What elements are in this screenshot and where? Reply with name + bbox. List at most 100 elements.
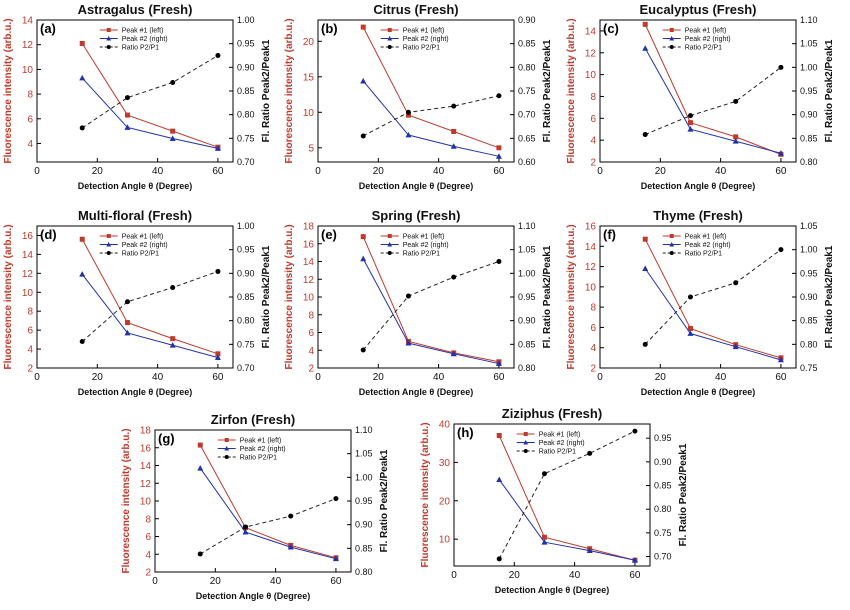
y-right-axis-label: Fl. Ratio Peak2/Peak1 [261, 245, 272, 348]
y-right-tick-label: 0.85 [355, 543, 373, 553]
peak2-point [495, 360, 502, 366]
y-right-tick-label: 0.85 [237, 86, 255, 96]
chart-title: Astragalus (Fresh) [78, 2, 193, 17]
y-left-tick-label: 30 [439, 458, 451, 469]
legend-marker [669, 45, 674, 49]
ratio-point [541, 471, 547, 477]
peak2-point [287, 543, 294, 550]
legend-marker [106, 241, 112, 247]
peak2-point [214, 354, 221, 360]
ratio-line [362, 95, 500, 137]
y-right-tick-label: 0.95 [800, 86, 818, 96]
peak1-point [642, 21, 648, 27]
x-tick-label: 20 [210, 576, 222, 587]
ratio-point [687, 294, 693, 300]
legend-entry: Peak #1 (left) [122, 28, 164, 35]
ratio-point [197, 551, 203, 557]
y-right-tick-label: 1.00 [518, 268, 536, 278]
y-right-tick-label: 1.05 [518, 245, 536, 255]
x-tick-label: 60 [330, 576, 342, 587]
y-right-tick-label: 0.85 [800, 133, 818, 143]
legend-marker [224, 445, 230, 451]
y-left-tick-label: 12 [22, 269, 34, 280]
peak2-point [642, 45, 649, 51]
legend-entry: Peak #2 (right) [122, 36, 168, 43]
peak2-point [124, 329, 131, 336]
y-right-tick-label: 1.10 [800, 15, 818, 25]
x-tick-label: 40 [715, 372, 727, 383]
y-right-tick-label: 0.90 [355, 520, 373, 530]
ratio-point [79, 125, 85, 131]
legend-entry: Peak #2 (right) [685, 242, 731, 249]
panel-label: (g) [158, 431, 175, 446]
x-tick-label: 20 [373, 166, 385, 177]
x-tick-label: 0 [34, 166, 40, 177]
peak1-line [81, 239, 219, 355]
peak2-point [541, 539, 548, 545]
y-right-tick-label: 0.95 [654, 433, 672, 443]
y-left-axis-label: Fluorescence intensity (arb.u.) [420, 422, 431, 567]
x-tick-label: 40 [433, 372, 445, 383]
y-left-tick-label: 12 [585, 262, 597, 273]
legend-entry: Peak #2 (right) [240, 446, 286, 453]
y-right-tick-label: 0.85 [518, 339, 536, 349]
x-tick-label: 20 [92, 166, 104, 177]
y-right-tick-label: 0.75 [654, 528, 672, 538]
peak2-point [332, 555, 339, 562]
legend-marker [106, 28, 111, 32]
ratio-point [215, 268, 221, 274]
y-right-tick-label: 0.90 [518, 15, 536, 25]
peak2-point [496, 476, 503, 483]
chart-panel: Ziziphus (Fresh) (h) 0 20 40 60 Detection Angl… [420, 406, 689, 595]
peak2-line [498, 479, 636, 561]
ratio-line [644, 249, 782, 345]
x-tick-label: 0 [597, 166, 603, 177]
y-left-tick-label: 14 [303, 257, 315, 268]
y-left-axis-label: Fluorescence intensity (arb.u.) [3, 18, 14, 163]
y-left-tick-label: 18 [303, 222, 315, 233]
y-left-tick-label: 10 [439, 535, 451, 546]
y-left-tick-label: 2 [590, 158, 596, 169]
y-right-tick-label: 0.90 [237, 62, 255, 72]
peak1-point [733, 134, 739, 140]
y-right-tick-label: 0.80 [800, 339, 818, 349]
peak2-point [79, 271, 86, 277]
ratio-point [687, 113, 693, 119]
chart-title: Eucalyptus (Fresh) [639, 2, 756, 17]
y-right-tick-label: 1.05 [800, 39, 818, 49]
y-right-tick-label: 0.85 [800, 316, 818, 326]
ratio-point [778, 64, 784, 70]
y-left-tick-label: 6 [27, 114, 33, 125]
legend-entry: Peak #1 (left) [240, 438, 282, 445]
y-right-tick-label: 0.65 [518, 133, 536, 143]
y-right-tick-label: 0.60 [518, 157, 536, 167]
ratio-point [124, 95, 130, 101]
peak2-point [124, 124, 131, 130]
peak1-point [360, 24, 366, 30]
x-tick-label: 0 [152, 576, 158, 587]
chart-panel: Multi-floral (Fresh) (d) 0 20 40 60 Detection … [3, 208, 272, 397]
legend-marker [224, 438, 229, 442]
peak2-point [405, 339, 412, 346]
chart-panel: Citrus (Fresh) (b) 0 20 40 60 Detection Angle … [284, 2, 553, 191]
peak1-line [644, 238, 782, 359]
legend-marker [387, 251, 392, 255]
y-left-tick-label: 2 [145, 568, 151, 579]
ratio-point [778, 247, 784, 253]
legend-entry: Ratio P2/P1 [122, 45, 159, 52]
ratio-point [587, 450, 593, 456]
y-right-axis-label: Fl. Ratio Peak2/Peak1 [261, 39, 272, 142]
peak2-point [450, 350, 457, 357]
y-right-tick-label: 0.90 [800, 292, 818, 302]
peak1-point [124, 320, 130, 326]
peak2-point [586, 547, 593, 554]
x-axis-label: Detection Angle θ (Degree) [78, 387, 193, 397]
peak2-line [644, 268, 782, 361]
legend-marker [387, 35, 393, 41]
peak1-line [81, 43, 219, 148]
peak1-line [362, 26, 500, 149]
y-left-tick-label: 16 [140, 443, 152, 454]
legend-entry: Peak #2 (right) [122, 242, 168, 249]
ratio-point [124, 299, 130, 305]
peak2-line [644, 48, 782, 154]
